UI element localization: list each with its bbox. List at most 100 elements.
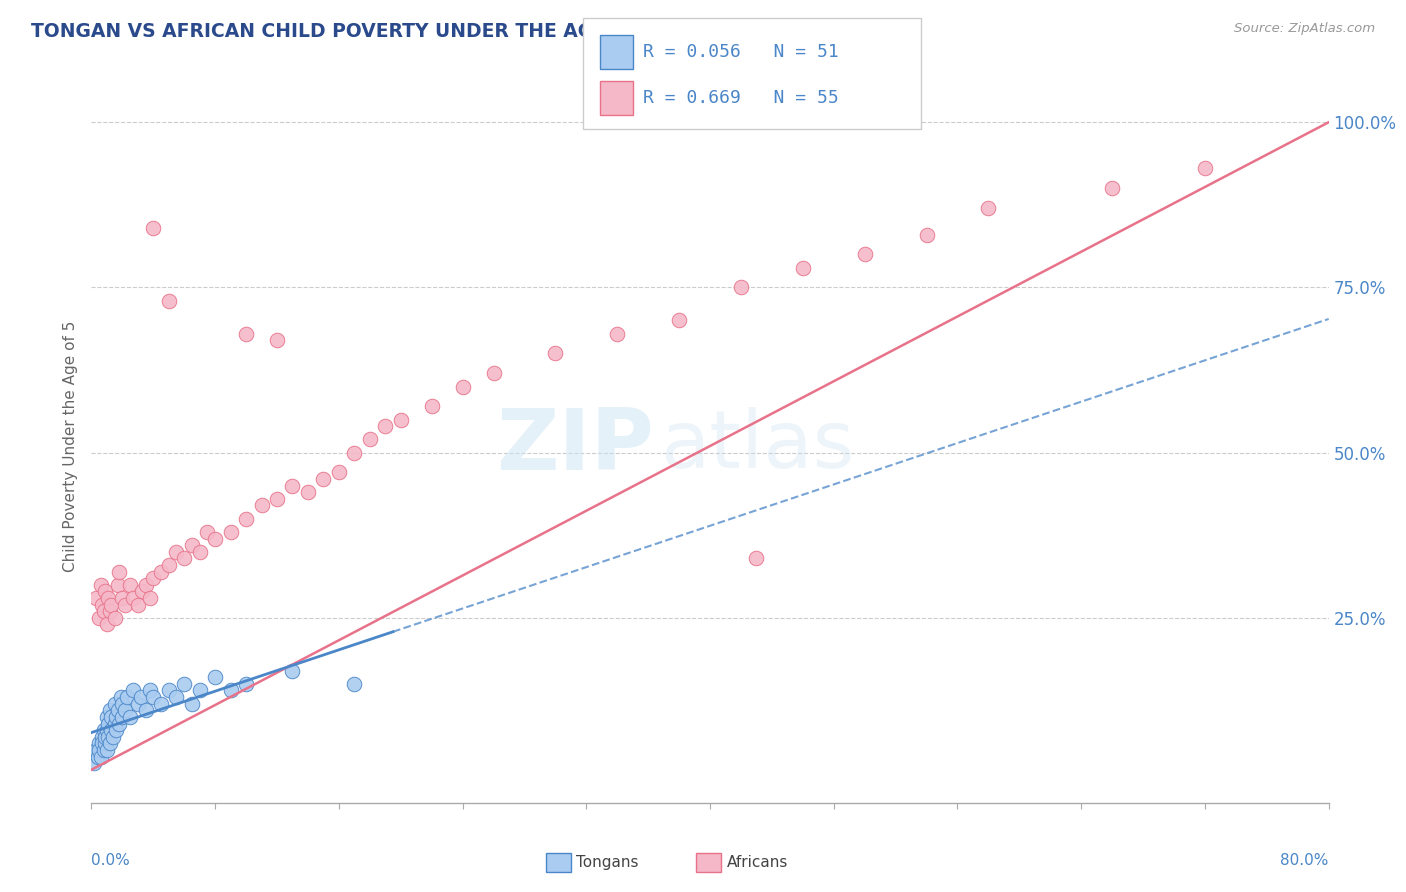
Point <box>100 710 122 724</box>
Text: ZIP: ZIP <box>496 404 654 488</box>
Point <box>219 524 242 539</box>
Point <box>142 221 165 235</box>
Point <box>482 367 505 381</box>
Point <box>853 247 876 261</box>
Point <box>792 260 814 275</box>
Point <box>86 749 108 764</box>
Point <box>127 598 149 612</box>
Point <box>105 723 128 738</box>
Point <box>204 532 226 546</box>
Point <box>115 690 138 704</box>
Point <box>374 419 396 434</box>
Point <box>110 690 132 704</box>
Point <box>195 524 219 539</box>
Point <box>343 445 366 459</box>
Point <box>135 578 157 592</box>
Point <box>188 683 211 698</box>
Point <box>157 683 180 698</box>
Point <box>281 478 304 492</box>
Point <box>120 578 141 592</box>
Point <box>188 545 211 559</box>
Point <box>157 558 180 572</box>
Point <box>235 326 257 341</box>
Point <box>266 333 288 347</box>
Point <box>451 379 474 393</box>
Point <box>166 690 188 704</box>
Point <box>91 598 114 612</box>
Point <box>235 677 257 691</box>
Point <box>100 723 122 738</box>
Text: 0.0%: 0.0% <box>91 853 131 868</box>
Point <box>93 723 115 738</box>
Point <box>389 412 412 426</box>
Point <box>84 743 107 757</box>
Point <box>266 491 288 506</box>
Point <box>977 201 1000 215</box>
Point <box>127 697 149 711</box>
Point <box>87 611 111 625</box>
Point <box>420 400 443 414</box>
Point <box>90 749 112 764</box>
Point <box>166 545 188 559</box>
Point <box>328 466 350 480</box>
Point <box>111 697 134 711</box>
Point <box>101 730 124 744</box>
Point <box>111 591 134 605</box>
Point <box>114 598 136 612</box>
Point <box>93 743 115 757</box>
Point <box>111 710 134 724</box>
Point <box>84 591 107 605</box>
Point <box>98 604 121 618</box>
Point <box>129 690 152 704</box>
Point <box>281 664 304 678</box>
Point <box>100 598 122 612</box>
Point <box>94 736 117 750</box>
Point <box>104 716 127 731</box>
Point <box>91 730 114 744</box>
Point <box>312 472 335 486</box>
Point <box>1101 181 1123 195</box>
Point <box>114 703 136 717</box>
Point <box>122 591 145 605</box>
Point <box>107 578 129 592</box>
Point <box>87 736 111 750</box>
Text: R = 0.669   N = 55: R = 0.669 N = 55 <box>643 89 838 107</box>
Point <box>915 227 938 242</box>
Text: Africans: Africans <box>727 855 789 870</box>
Point <box>98 736 121 750</box>
Point <box>204 670 226 684</box>
Point <box>235 511 257 525</box>
Point <box>150 565 172 579</box>
Point <box>343 677 366 691</box>
Point <box>131 584 153 599</box>
Point <box>745 551 768 566</box>
Point <box>96 743 118 757</box>
Point <box>135 703 157 717</box>
Text: Tongans: Tongans <box>576 855 638 870</box>
Point <box>139 683 162 698</box>
Point <box>297 485 319 500</box>
Point <box>250 499 273 513</box>
Point <box>94 730 117 744</box>
Text: Source: ZipAtlas.com: Source: ZipAtlas.com <box>1234 22 1375 36</box>
Point <box>122 683 145 698</box>
Text: TONGAN VS AFRICAN CHILD POVERTY UNDER THE AGE OF 5 CORRELATION CHART: TONGAN VS AFRICAN CHILD POVERTY UNDER TH… <box>31 22 891 41</box>
Point <box>90 578 112 592</box>
Point <box>180 538 202 552</box>
Point <box>668 313 690 327</box>
Text: R = 0.056   N = 51: R = 0.056 N = 51 <box>643 43 838 61</box>
Point <box>93 604 115 618</box>
Y-axis label: Child Poverty Under the Age of 5: Child Poverty Under the Age of 5 <box>62 320 77 572</box>
Point <box>97 591 120 605</box>
Point <box>96 710 118 724</box>
Point <box>150 697 172 711</box>
Text: 80.0%: 80.0% <box>1281 853 1329 868</box>
Point <box>173 677 195 691</box>
Point <box>606 326 628 341</box>
Point <box>96 617 118 632</box>
Point <box>94 584 117 599</box>
Point <box>105 710 128 724</box>
Point <box>97 716 120 731</box>
Point <box>157 293 180 308</box>
Point <box>104 611 127 625</box>
